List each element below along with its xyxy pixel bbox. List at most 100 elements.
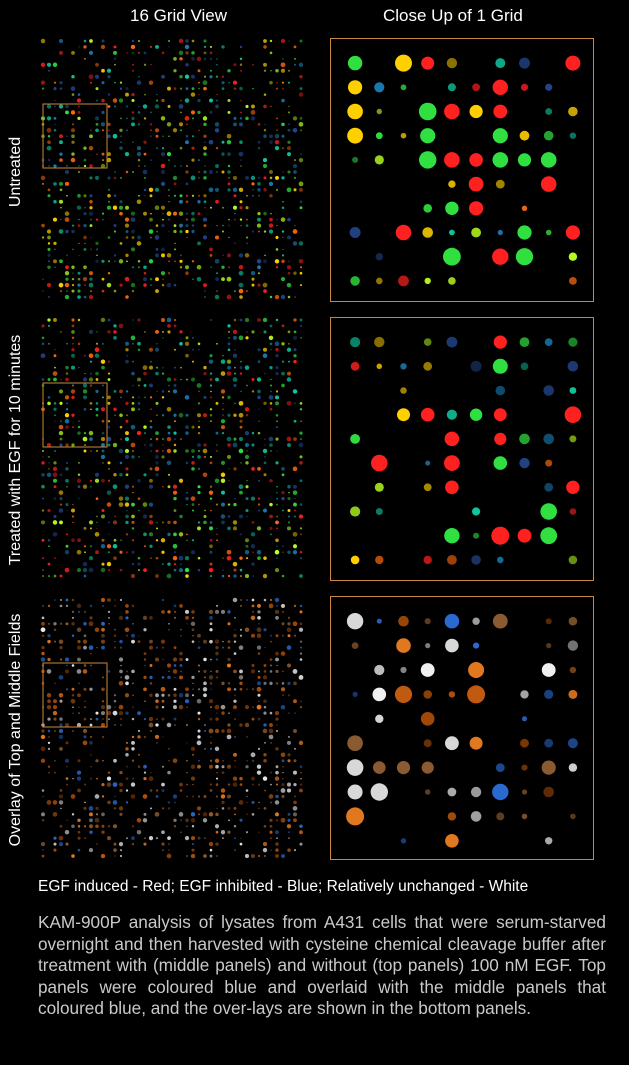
array-spot — [83, 158, 87, 162]
array-spot — [210, 206, 212, 209]
array-spot — [184, 116, 190, 121]
array-spot — [172, 758, 178, 764]
array-spot — [269, 443, 273, 447]
array-spot — [185, 693, 189, 698]
array-spot — [83, 431, 87, 435]
array-spot — [168, 390, 170, 393]
array-spot — [40, 353, 46, 359]
array-spot — [293, 509, 297, 512]
array-spot — [257, 389, 261, 394]
array-spot — [263, 556, 267, 560]
array-spot — [210, 396, 212, 399]
array-spot — [173, 318, 177, 322]
array-spot — [444, 431, 460, 447]
array-spot — [155, 401, 159, 405]
array-spot — [143, 384, 147, 387]
array-spot — [88, 645, 94, 650]
array-spot — [420, 712, 435, 726]
array-spot — [179, 657, 183, 662]
array-spot — [65, 503, 69, 507]
array-spot — [263, 824, 267, 828]
array-spot — [251, 104, 255, 109]
array-spot — [125, 747, 129, 751]
array-spot — [150, 159, 152, 161]
array-spot — [96, 153, 98, 156]
array-spot — [76, 645, 82, 650]
array-spot — [197, 158, 201, 162]
array-spot — [294, 498, 296, 500]
array-spot — [282, 694, 284, 697]
array-spot — [66, 485, 68, 488]
array-spot — [191, 753, 195, 756]
array-spot — [70, 128, 76, 133]
array-spot — [269, 365, 273, 370]
array-spot — [214, 824, 220, 829]
array-spot — [240, 159, 242, 161]
array-spot — [131, 735, 135, 739]
array-spot — [53, 574, 57, 578]
array-spot — [293, 699, 297, 704]
array-spot — [282, 147, 284, 149]
array-spot — [269, 217, 273, 222]
array-spot — [124, 454, 130, 460]
array-spot — [191, 57, 195, 61]
array-spot — [149, 408, 153, 411]
array-spot — [173, 616, 177, 619]
array-spot — [519, 130, 530, 141]
array-spot — [209, 408, 213, 411]
array-spot — [161, 396, 165, 399]
array-spot — [131, 604, 135, 608]
array-spot — [77, 818, 81, 823]
array-spot — [64, 722, 70, 728]
array-spot — [112, 800, 118, 805]
row-label-untreated: Untreated — [7, 136, 24, 208]
array-spot — [196, 56, 202, 62]
array-spot — [90, 218, 92, 221]
array-spot — [227, 682, 231, 685]
array-spot — [202, 472, 208, 478]
array-spot — [352, 691, 358, 697]
array-spot — [101, 365, 105, 370]
array-spot — [257, 604, 261, 608]
array-spot — [173, 431, 177, 435]
array-spot — [209, 538, 213, 542]
array-spot — [222, 408, 224, 411]
array-spot — [101, 645, 105, 650]
array-spot — [137, 556, 141, 560]
array-spot — [178, 532, 184, 537]
array-spot — [71, 229, 75, 234]
array-spot — [47, 378, 51, 382]
array-spot — [166, 253, 172, 258]
array-spot — [203, 443, 207, 447]
array-spot — [232, 175, 238, 181]
array-spot — [191, 74, 195, 79]
array-spot — [258, 783, 260, 786]
array-spot — [275, 413, 279, 417]
array-spot — [143, 568, 147, 572]
array-spot — [168, 384, 170, 387]
array-spot — [89, 164, 93, 168]
array-spot — [112, 205, 118, 210]
array-spot — [233, 633, 237, 638]
array-spot — [299, 550, 303, 554]
array-spot — [179, 604, 183, 608]
array-spot — [186, 825, 188, 827]
array-spot — [173, 324, 177, 328]
array-spot — [264, 254, 266, 257]
array-spot — [126, 670, 128, 673]
array-spot — [125, 473, 129, 477]
array-spot — [132, 171, 134, 173]
array-spot — [293, 176, 297, 180]
array-spot — [239, 419, 243, 423]
array-spot — [40, 80, 46, 85]
array-spot — [106, 282, 112, 288]
array-spot — [108, 533, 110, 536]
array-spot — [299, 783, 303, 786]
array-spot — [143, 473, 147, 477]
array-spot — [154, 205, 160, 210]
array-spot — [209, 372, 213, 375]
array-spot — [263, 598, 267, 602]
array-spot — [59, 50, 63, 55]
array-spot — [233, 437, 237, 441]
array-spot — [119, 568, 123, 572]
